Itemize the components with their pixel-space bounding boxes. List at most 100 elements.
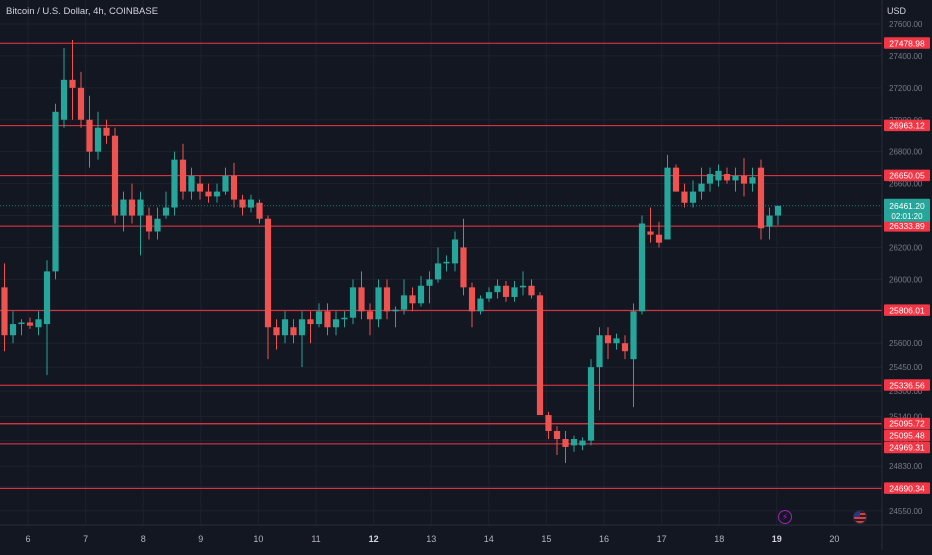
us-flag-icon[interactable] [853,510,867,524]
candle-up[interactable] [630,303,637,408]
candle-up[interactable] [613,333,620,350]
candle-up[interactable] [664,154,671,240]
symbol-title[interactable]: Bitcoin / U.S. Dollar, 4h, COINBASE [6,6,159,17]
candle-down[interactable] [273,319,280,350]
candle-up[interactable] [749,167,756,192]
candle-down[interactable] [672,164,680,192]
candle-down[interactable] [409,287,416,312]
candle-up[interactable] [434,247,442,283]
candle-up[interactable] [9,311,17,344]
candle-up[interactable] [332,311,340,336]
candle-down[interactable] [562,431,569,463]
candle-down[interactable] [1,263,8,352]
candle-down[interactable] [26,317,34,329]
candle-up[interactable] [222,167,229,195]
candle-down[interactable] [145,207,153,240]
candle-up[interactable] [689,180,697,208]
candle-up[interactable] [511,280,518,302]
candle-down[interactable] [647,207,654,243]
candle-down[interactable] [179,143,187,200]
candle-up[interactable] [171,151,178,216]
candle-up[interactable] [706,167,714,192]
candle-down[interactable] [383,279,391,320]
candle-down[interactable] [264,215,272,360]
candle-down[interactable] [111,127,119,224]
candle-up[interactable] [392,306,399,328]
candle-up[interactable] [298,311,306,368]
candle-down[interactable] [205,183,212,203]
candle-up[interactable] [732,167,739,192]
candle-up[interactable] [154,207,161,240]
candle-up[interactable] [162,191,170,219]
candle-down[interactable] [740,158,748,197]
time-axis[interactable]: 6 7 8 9 10 11 12 13 14 15 16 17 18 19 20 [0,524,932,544]
candle-up[interactable] [596,327,603,411]
candle-up[interactable] [417,276,425,307]
candle-down[interactable] [307,311,314,344]
candle-down[interactable] [290,319,297,344]
candle-down[interactable] [655,221,663,248]
candle-up[interactable] [519,271,527,296]
candle-down[interactable] [502,280,510,302]
candle-down[interactable] [681,183,688,208]
candle-up[interactable] [494,279,501,299]
candle-up[interactable] [766,207,773,240]
candle-up[interactable] [43,260,51,376]
candle-down[interactable] [366,303,374,336]
candle-down[interactable] [604,327,612,360]
candle-up[interactable] [94,111,102,160]
flash-icon[interactable]: ⚡ [778,510,792,524]
candle-up[interactable] [315,303,323,328]
candle-down[interactable] [358,271,365,320]
candle-up[interactable] [400,279,408,315]
candle-up[interactable] [349,279,357,325]
candle-up[interactable] [247,194,255,213]
candle-up[interactable] [774,205,782,226]
candle-up[interactable] [638,215,646,315]
candle-up[interactable] [375,279,382,328]
candle-up[interactable] [341,311,348,328]
candle-up[interactable] [579,437,586,451]
candle-down[interactable] [239,194,246,216]
candle-up[interactable] [715,164,722,187]
candle-down[interactable] [128,183,136,224]
candle-down[interactable] [460,218,467,296]
price-axis[interactable]: 27600.0027400.0027200.0027000.0026800.00… [881,0,930,550]
candle-up[interactable] [485,287,493,302]
candle-up[interactable] [281,311,289,344]
candle-up[interactable] [213,183,221,203]
candle-down[interactable] [230,162,238,208]
candle-up[interactable] [570,435,578,452]
candle-up[interactable] [477,295,484,315]
candle-up[interactable] [60,47,68,128]
candle-down[interactable] [528,279,535,299]
candle-down[interactable] [69,39,76,120]
candle-up[interactable] [18,319,25,336]
candle-down[interactable] [256,199,263,224]
candle-up[interactable] [587,359,595,446]
candle-down[interactable] [77,71,85,128]
candle-down[interactable] [86,95,93,168]
candle-up[interactable] [188,167,195,200]
currency-label[interactable]: USD [886,6,906,16]
candle-down[interactable] [324,303,331,336]
candle-up[interactable] [120,191,127,232]
candle-up[interactable] [52,103,59,280]
candle-up[interactable] [137,191,144,256]
candle-up[interactable] [426,271,433,304]
candle-down[interactable] [723,167,731,184]
candle-up[interactable] [443,255,450,272]
candle-down[interactable] [545,411,552,439]
candle-down[interactable] [757,159,765,240]
candle-up[interactable] [35,311,42,336]
candle-down[interactable] [553,426,561,455]
candle-down[interactable] [621,335,629,360]
candle-down[interactable] [536,292,544,416]
candle-down[interactable] [468,282,476,328]
candle-down[interactable] [196,175,204,200]
candle-down[interactable] [103,119,110,144]
candle-up[interactable] [451,231,459,272]
candle-up[interactable] [698,167,705,200]
